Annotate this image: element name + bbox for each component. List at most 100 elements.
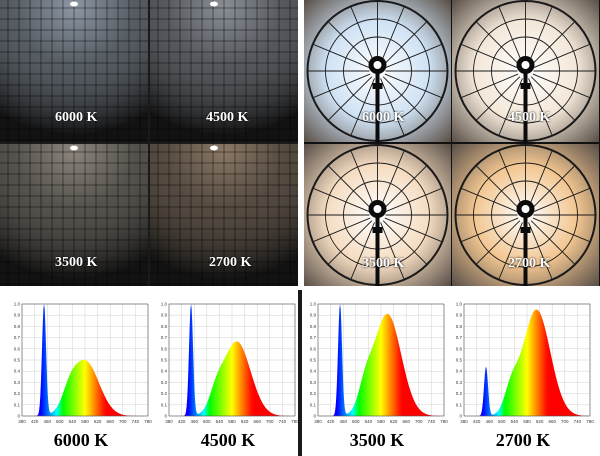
x-tick-label: 420 xyxy=(178,419,186,424)
x-tick-label: 500 xyxy=(203,419,211,424)
x-tick-label: 660 xyxy=(402,419,410,424)
wall-photo: 2700 K xyxy=(150,144,298,286)
spectrum-chart: 0 0.1 0.2 0.3 0.4 0.5 0.6 0.7 0.8 0.9 1.0 380 420 460… xyxy=(450,290,594,456)
x-tick-label: 700 xyxy=(561,419,569,424)
spectrum-area xyxy=(169,304,295,416)
spectrum-charts: 0 0.1 0.2 0.3 0.4 0.5 0.6 0.7 0.8 0.9 1.0 380 420 460… xyxy=(0,290,600,456)
spectrum-area xyxy=(22,304,148,416)
y-tick-label: 0.5 xyxy=(310,358,317,363)
wall-photo-label: 6000 K xyxy=(55,110,98,125)
reflector-photo: 2700 K xyxy=(452,144,599,286)
wall-photo: 6000 K xyxy=(0,0,148,142)
x-tick-label: 580 xyxy=(523,419,531,424)
y-tick-label: 0.9 xyxy=(456,313,463,318)
spectrum-plot: 0 0.1 0.2 0.3 0.4 0.5 0.6 0.7 0.8 0.9 1.0 380 420 460… xyxy=(310,302,449,425)
y-tick-label: 0 xyxy=(164,414,167,419)
x-tick-label: 380 xyxy=(165,419,173,424)
reflector-photo-label: 3500 K xyxy=(362,256,405,271)
spectrum-chart: 0 0.1 0.2 0.3 0.4 0.5 0.6 0.7 0.8 0.9 1.0 380 420 460… xyxy=(304,290,448,456)
wall-photo-grid: 6000 K 4500 K 3500 K 2700 K xyxy=(0,0,298,286)
y-tick-label: 0.3 xyxy=(161,380,168,385)
spectrum-plot: 0 0.1 0.2 0.3 0.4 0.5 0.6 0.7 0.8 0.9 1.0 380 420 460… xyxy=(161,302,300,425)
y-tick-label: 0.5 xyxy=(161,358,168,363)
y-tick-label: 1.0 xyxy=(456,302,463,307)
y-tick-label: 0.2 xyxy=(161,391,168,396)
x-tick-label: 660 xyxy=(253,419,261,424)
reflector-photo-label: 2700 K xyxy=(508,256,551,271)
x-tick-label: 740 xyxy=(574,419,582,424)
x-tick-label: 540 xyxy=(511,419,519,424)
x-tick-label: 580 xyxy=(228,419,236,424)
x-tick-label: 660 xyxy=(106,419,114,424)
y-tick-label: 0.5 xyxy=(14,358,21,363)
x-tick-label: 420 xyxy=(31,419,39,424)
y-tick-label: 0.9 xyxy=(310,313,317,318)
x-tick-label: 740 xyxy=(428,419,436,424)
x-tick-label: 420 xyxy=(327,419,335,424)
spectrum-cct-label: 6000 K xyxy=(53,430,109,450)
reflector-photo-label: 6000 K xyxy=(362,110,405,125)
wall-photo-label: 2700 K xyxy=(209,255,252,270)
y-tick-label: 0.9 xyxy=(14,313,21,318)
spectrum-cct-label: 2700 K xyxy=(495,430,551,450)
x-tick-label: 500 xyxy=(56,419,64,424)
x-tick-label: 780 xyxy=(144,419,152,424)
spectrum-plot: 0 0.1 0.2 0.3 0.4 0.5 0.6 0.7 0.8 0.9 1.0 380 420 460… xyxy=(14,302,153,425)
y-tick-label: 0.2 xyxy=(456,391,463,396)
x-tick-label: 540 xyxy=(216,419,224,424)
x-tick-label: 780 xyxy=(440,419,448,424)
x-tick-label: 660 xyxy=(548,419,556,424)
y-tick-label: 1.0 xyxy=(14,302,21,307)
x-tick-label: 580 xyxy=(377,419,385,424)
y-tick-label: 0.6 xyxy=(14,346,21,351)
y-tick-label: 0.7 xyxy=(14,335,21,340)
spectrum-cct-label: 3500 K xyxy=(349,430,405,450)
y-tick-label: 0.7 xyxy=(456,335,463,340)
x-tick-label: 500 xyxy=(352,419,360,424)
x-tick-label: 620 xyxy=(94,419,102,424)
x-tick-label: 620 xyxy=(241,419,249,424)
x-tick-label: 700 xyxy=(119,419,127,424)
y-tick-label: 0.8 xyxy=(14,324,21,329)
x-tick-label: 700 xyxy=(415,419,423,424)
x-tick-label: 740 xyxy=(279,419,287,424)
y-tick-label: 0.8 xyxy=(161,324,168,329)
x-tick-label: 540 xyxy=(69,419,77,424)
y-tick-label: 0.1 xyxy=(310,402,317,407)
x-tick-label: 540 xyxy=(365,419,373,424)
x-tick-label: 780 xyxy=(291,419,299,424)
y-tick-label: 0.2 xyxy=(310,391,317,396)
y-tick-label: 0.4 xyxy=(310,369,317,374)
x-tick-label: 780 xyxy=(586,419,594,424)
x-tick-label: 380 xyxy=(18,419,26,424)
wall-photo: 4500 K xyxy=(150,0,298,142)
y-tick-label: 0.4 xyxy=(14,369,21,374)
spectrum-chart: 0 0.1 0.2 0.3 0.4 0.5 0.6 0.7 0.8 0.9 1.0 380 420 460… xyxy=(155,290,299,456)
y-tick-label: 0.1 xyxy=(14,402,21,407)
y-tick-label: 0.3 xyxy=(14,380,21,385)
reflector-photo: 4500 K xyxy=(452,0,599,142)
x-tick-label: 460 xyxy=(43,419,51,424)
x-tick-label: 500 xyxy=(498,419,506,424)
x-tick-label: 700 xyxy=(266,419,274,424)
y-tick-label: 0.7 xyxy=(161,335,168,340)
y-tick-label: 0.8 xyxy=(310,324,317,329)
y-tick-label: 1.0 xyxy=(310,302,317,307)
y-tick-label: 0.4 xyxy=(456,369,463,374)
reflector-photo-grid: 6000 K 4500 K 3500 K 2700 K xyxy=(304,0,600,286)
x-tick-label: 380 xyxy=(314,419,322,424)
x-tick-label: 620 xyxy=(390,419,398,424)
y-tick-label: 0.3 xyxy=(310,380,317,385)
x-tick-label: 460 xyxy=(190,419,198,424)
reflector-photo: 6000 K xyxy=(304,0,451,142)
x-tick-label: 380 xyxy=(460,419,468,424)
y-tick-label: 1.0 xyxy=(161,302,168,307)
y-tick-label: 0.8 xyxy=(456,324,463,329)
spectrum-area xyxy=(464,309,590,416)
x-tick-label: 740 xyxy=(132,419,140,424)
x-tick-label: 460 xyxy=(485,419,493,424)
y-tick-label: 0.9 xyxy=(161,313,168,318)
wall-photo-label: 3500 K xyxy=(55,255,98,270)
spectrum-cct-label: 4500 K xyxy=(200,430,256,450)
y-tick-label: 0.2 xyxy=(14,391,21,396)
